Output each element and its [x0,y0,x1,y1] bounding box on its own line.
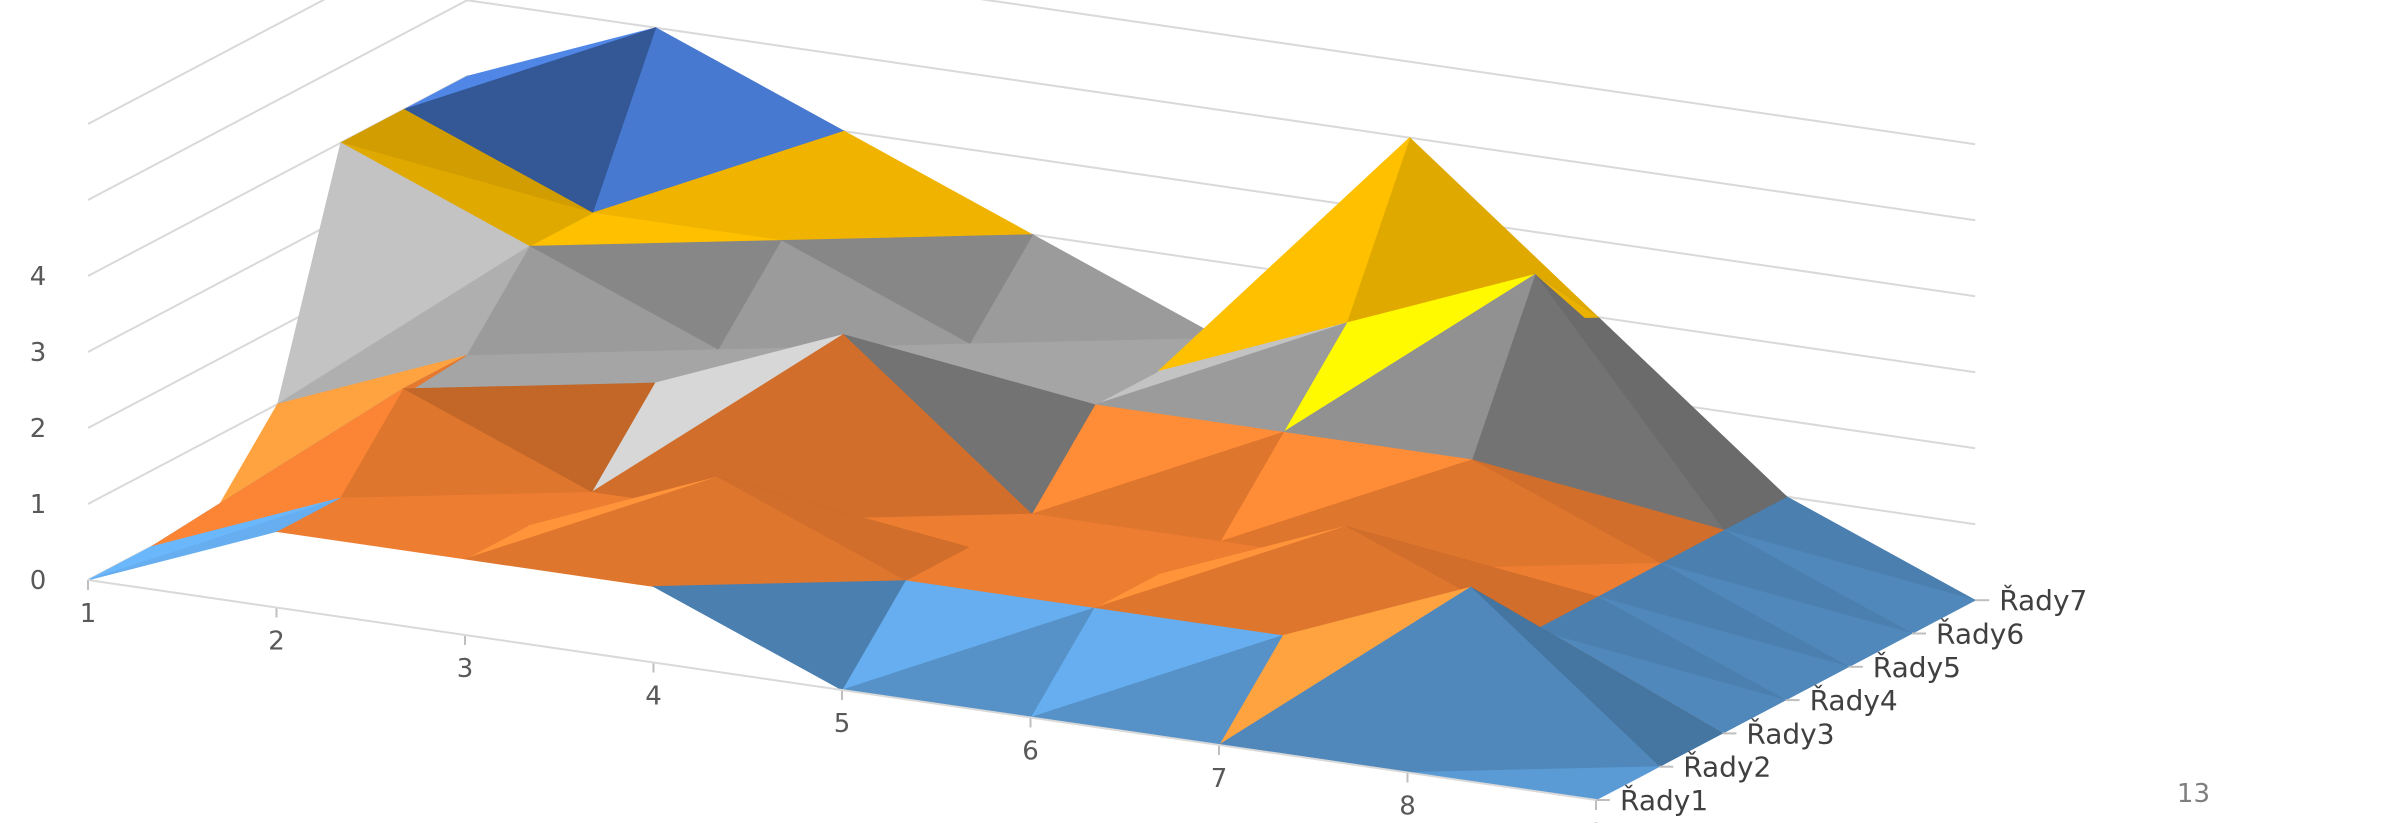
surface-plot [87,27,1977,801]
z-tick-label: 3 [30,338,47,368]
z-tick-label: 0 [30,566,47,596]
page-number: 13 [2176,779,2210,809]
x-tick-label: 7 [1211,764,1228,794]
gridline [87,0,1976,146]
z-tick-label: 1 [30,490,47,520]
z-tick-label: 4 [30,262,47,292]
series-label: Řady7 [1999,583,2087,617]
series-label: Řady2 [1683,750,1771,784]
series-label: Řady4 [1810,683,1898,717]
x-tick-label: 4 [645,682,662,712]
series-label: Řady5 [1873,650,1961,684]
x-axis-line [87,579,1597,801]
x-tick-label: 8 [1399,792,1416,822]
chart-axes: 1 2 3 4 5 6 7 8 9 Řady1Řady2Řady3Řady4Řady5Řady6Ř… [30,262,2088,823]
x-tick-label: 6 [1022,737,1039,767]
surface-facet [87,497,340,581]
x-tick-label: 9 [1588,819,1605,823]
x-tick-label: 1 [80,599,97,629]
x-tick-label: 3 [457,654,474,684]
z-tick-label: 2 [30,414,47,444]
surface-facet [652,580,906,691]
x-tick-label: 2 [268,627,285,657]
gridline [87,0,1976,222]
series-label: Řady6 [1936,617,2024,651]
series-label: Řady3 [1746,716,1834,750]
series-label: Řady1 [1620,783,1708,817]
surface-facet [276,525,529,560]
x-tick-label: 5 [834,709,851,739]
surface-facet [464,476,718,587]
